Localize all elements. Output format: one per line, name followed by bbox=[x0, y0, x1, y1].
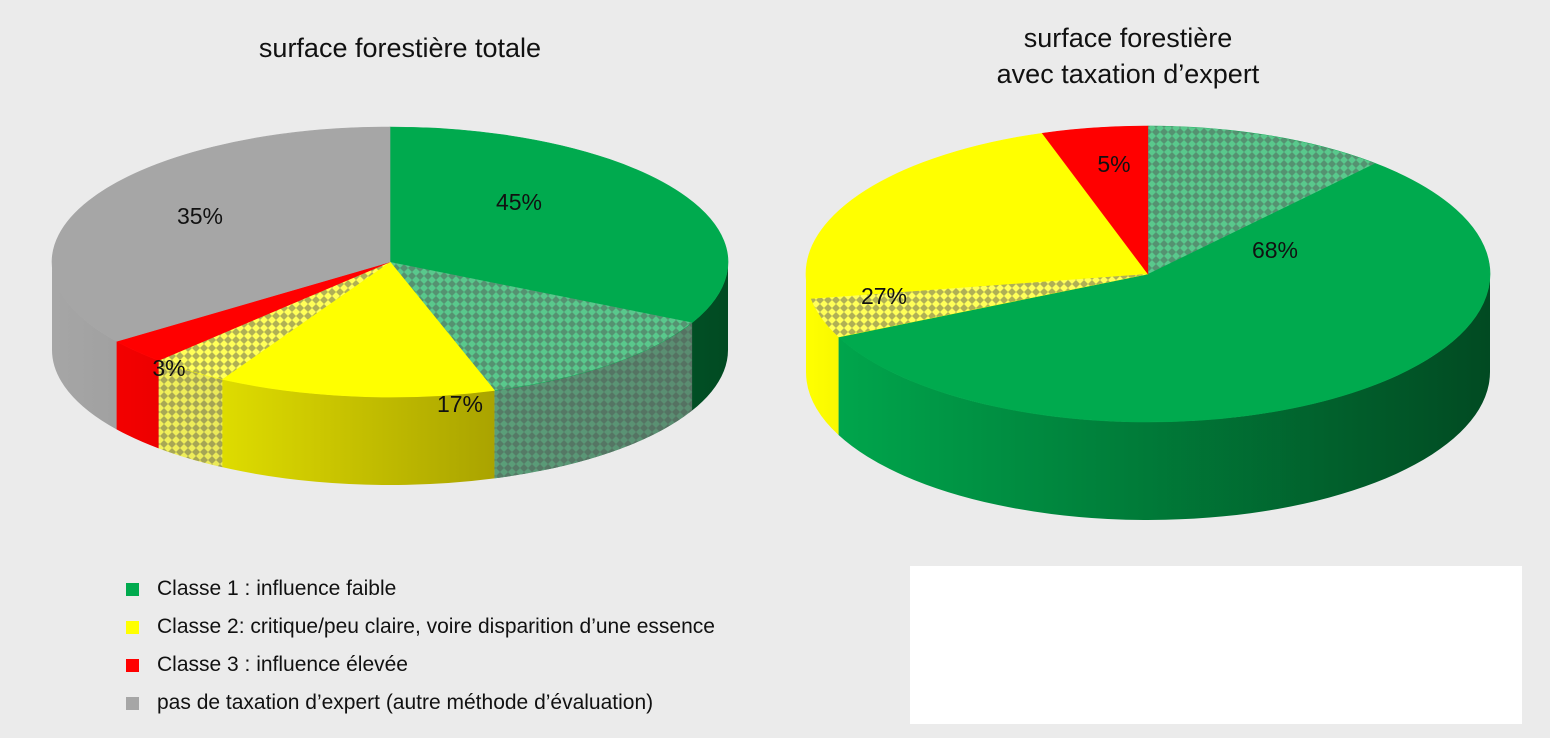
legend-item-none: pas de taxation d’expert (autre méthode … bbox=[126, 684, 715, 722]
legend-label-class1: Classe 1 : influence faible bbox=[157, 577, 397, 600]
data-label-class2: 17% bbox=[437, 391, 483, 417]
class2-swatch-icon bbox=[126, 620, 139, 634]
pie-side-class3 bbox=[116, 341, 159, 449]
data-label-class3: 5% bbox=[1097, 151, 1130, 177]
pie-slice-hatch-class2 bbox=[158, 262, 390, 380]
data-label-class2: 27% bbox=[861, 283, 907, 309]
legend-item-class1: Classe 1 : influence faible bbox=[126, 570, 715, 608]
legend-item-class2: Classe 2: critique/peu claire, voire dis… bbox=[126, 608, 715, 646]
legend-label-none: pas de taxation d’expert (autre méthode … bbox=[157, 691, 654, 714]
pie-side-class1 bbox=[838, 274, 1490, 520]
data-label-class1: 68% bbox=[1252, 237, 1298, 263]
pie-slice-class3 bbox=[1041, 125, 1149, 275]
none-swatch-icon bbox=[126, 696, 139, 710]
chart-title-expert: surface forestière avec taxation d’exper… bbox=[996, 23, 1260, 89]
pie-side-class2 bbox=[806, 274, 839, 436]
pie-slice-hatch-class1 bbox=[1148, 126, 1376, 274]
class3-swatch-icon bbox=[126, 658, 139, 672]
pie-slice-none bbox=[51, 126, 391, 342]
pie-chart-expert: 68% 27% 5% bbox=[805, 125, 1491, 520]
pie-slice-hatch-class2 bbox=[810, 274, 1148, 338]
chart-title-total: surface forestière totale bbox=[258, 33, 542, 63]
legend-label-class2: Classe 2: critique/peu claire, voire dis… bbox=[157, 615, 715, 638]
legend-label-class3: Classe 3 : influence élevée bbox=[157, 653, 408, 676]
data-label-class1: 45% bbox=[496, 189, 542, 215]
legend: Classe 1 : influence faible Classe 2: cr… bbox=[126, 570, 715, 722]
class1-swatch-icon bbox=[126, 582, 139, 596]
blank-panel bbox=[910, 566, 1522, 724]
pie-side-hatch-class1 bbox=[494, 322, 693, 479]
pie-side-hatch-class2 bbox=[158, 360, 223, 468]
pie-chart-total: 45% 17% 3% 35% bbox=[51, 126, 729, 485]
legend-item-class3: Classe 3 : influence élevée bbox=[126, 646, 715, 684]
pie-slice-hatch-class1 bbox=[390, 262, 693, 391]
pie-side-class2 bbox=[158, 360, 495, 485]
data-label-none: 35% bbox=[177, 203, 223, 229]
data-label-class3: 3% bbox=[152, 355, 185, 381]
